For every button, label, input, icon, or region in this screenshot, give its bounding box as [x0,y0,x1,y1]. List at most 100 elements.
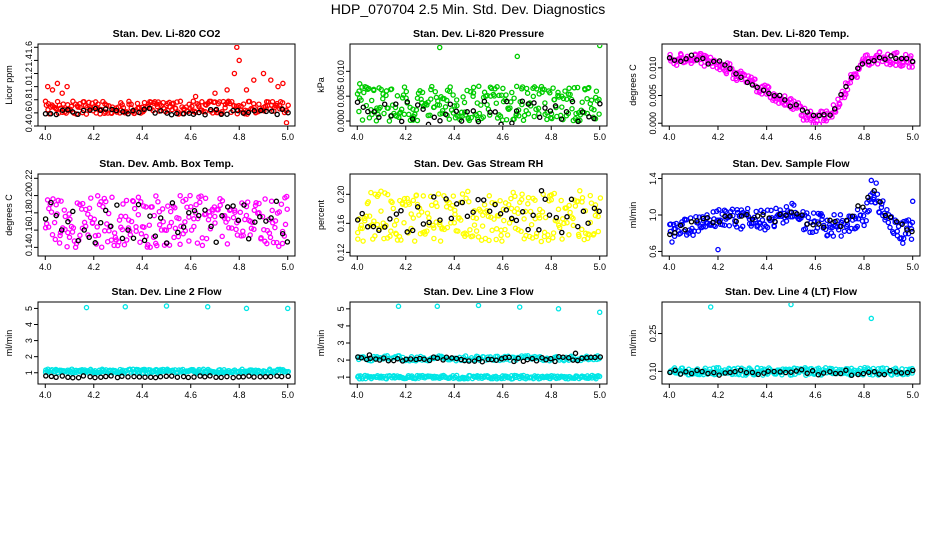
x-tick-label: 4.4 [760,262,773,272]
data-point [97,219,104,226]
data-point [443,354,450,360]
data-point [884,206,890,213]
data-point [504,232,511,238]
data-point [356,88,362,94]
data-point [475,118,482,125]
data-point [837,212,844,218]
data-point [755,371,761,378]
data-point [821,224,827,230]
data-point [409,116,416,122]
data-point [476,110,483,117]
data-point [754,84,760,91]
y-tick-label: 1.2 [24,67,34,80]
data-point [688,52,695,58]
data-point [409,227,416,234]
data-point [119,102,125,108]
y-tick-label: 0.22 [24,170,34,188]
data-point [470,93,476,100]
y-tick-label: 2 [24,354,34,359]
y-axis-label: kPa [316,77,326,93]
data-point [470,209,476,215]
data-point [128,218,135,225]
data-point [186,209,192,216]
data-point [147,244,153,250]
data-point [432,88,439,95]
data-point [146,222,153,228]
x-tick-label: 4.4 [448,390,461,400]
data-point [270,239,277,246]
x-tick-label: 5.0 [593,262,606,272]
data-point [882,212,889,219]
data-point [401,84,408,90]
data-point [49,87,56,93]
data-point [550,230,557,236]
data-point [453,97,460,103]
data-point [550,235,556,241]
data-point [268,77,274,83]
data-point [427,112,433,119]
data-point [163,227,170,234]
data-point [221,212,228,219]
data-point [816,112,822,119]
data-point [424,210,431,216]
data-point [130,198,137,205]
panel-title: Stan. Dev. Amb. Box Temp. [99,158,234,170]
data-point [854,74,860,80]
data-point [793,368,800,374]
data-point [760,209,767,216]
data-point [359,210,365,217]
data-point [543,357,549,363]
data-point [596,373,603,380]
y-tick-label: 0.010 [648,57,658,80]
data-point [738,213,745,219]
data-point [64,243,70,250]
x-tick-label: 4.0 [351,132,364,142]
data-point [158,227,165,233]
data-point [231,70,238,77]
data-point [272,218,279,224]
data-point [866,207,872,214]
y-tick-label: 0.005 [648,84,658,107]
data-point [354,99,361,105]
data-point [57,232,63,239]
data-point [671,365,678,371]
data-point [701,63,708,69]
data-point [541,86,547,93]
data-points [42,303,292,381]
data-point [733,224,740,230]
data-point [802,226,809,232]
data-point [146,105,153,112]
data-point [511,358,517,365]
data-point [92,374,98,381]
data-point [569,98,576,105]
data-point [230,374,236,381]
y-axis-label: ml/min [628,330,638,357]
data-point [75,237,81,244]
data-point [871,187,877,194]
data-point [488,85,495,92]
data-point [219,233,225,240]
data-point [398,237,404,243]
data-point [421,356,427,362]
x-tick-label: 5.0 [281,390,294,400]
data-point [356,108,362,115]
data-point [172,205,178,211]
x-tick-label: 4.8 [545,132,558,142]
data-point [509,89,515,96]
data-point [118,213,124,220]
data-point [117,110,123,116]
data-point [570,215,576,222]
data-point [406,201,413,207]
data-point [269,207,275,214]
data-point [112,234,119,241]
data-point [68,103,75,110]
data-point [819,216,825,223]
data-point [898,55,905,62]
data-point [174,99,180,105]
data-point [481,202,488,208]
data-point [893,55,899,62]
data-point [196,212,202,219]
data-point [518,228,524,235]
data-point [62,213,69,220]
y-tick-label: 5 [336,306,346,311]
